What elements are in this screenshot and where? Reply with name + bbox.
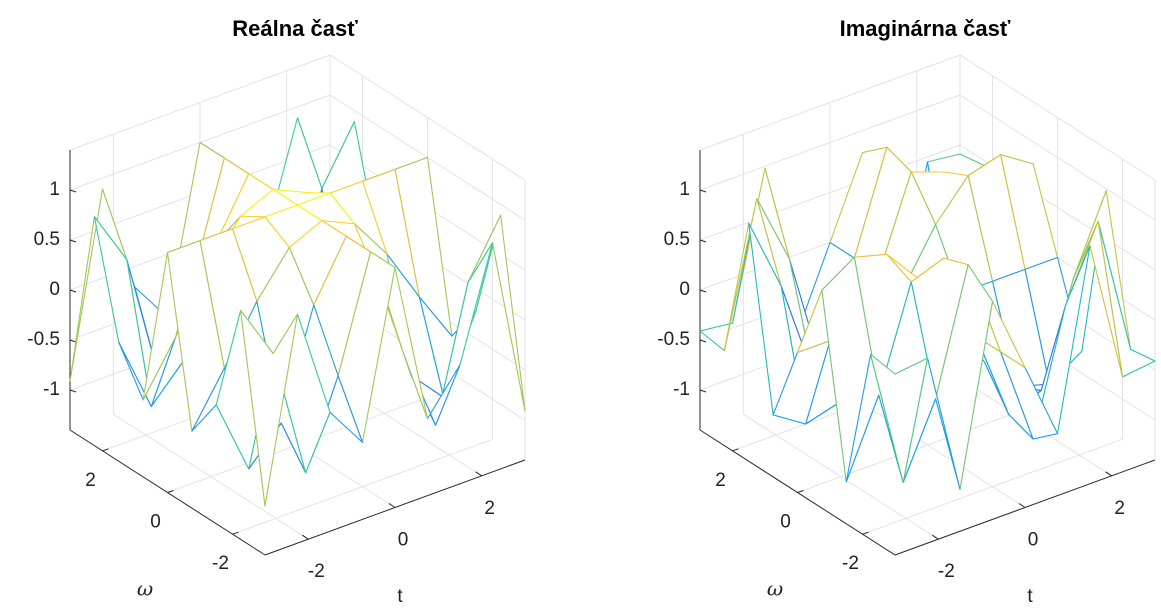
tick-mark [797, 490, 804, 493]
box-edge [69, 54, 331, 151]
z-tick-label: 0 [679, 279, 690, 300]
tick-mark [699, 389, 707, 393]
x-axis-label: t [1027, 586, 1033, 607]
y-axis-label: ω [137, 577, 153, 601]
tick-mark [102, 448, 109, 452]
z-tick-label: -1 [673, 379, 690, 400]
tick-mark [732, 448, 739, 452]
tick-mark [1018, 503, 1026, 508]
tick-mark [862, 531, 869, 535]
x-tick-label: 2 [484, 498, 495, 519]
z-tick-label: 1 [49, 179, 60, 200]
y-tick-label: 2 [85, 470, 96, 491]
tick-mark [302, 534, 309, 540]
x-tick-label: 0 [1028, 530, 1039, 551]
tick-mark [69, 389, 77, 393]
grid-line [743, 413, 939, 540]
y-tick-label: 0 [150, 512, 161, 533]
tick-mark [69, 339, 77, 343]
y-tick-label: 0 [780, 512, 791, 533]
tick-mark [167, 490, 174, 493]
tick-mark [69, 289, 77, 293]
x-tick-label: 0 [398, 530, 409, 551]
mesh-cell [467, 214, 526, 412]
z-tick-label: 0.5 [34, 229, 60, 250]
box-edge [699, 54, 961, 151]
tick-mark [699, 189, 707, 193]
tick-mark [699, 339, 707, 343]
box-edge [959, 54, 1156, 181]
x-tick-label: 2 [1114, 498, 1125, 519]
tick-mark [699, 239, 707, 243]
tick-mark [475, 471, 482, 477]
y-tick-label: -2 [842, 553, 859, 574]
z-tick-label: 0.5 [664, 229, 690, 250]
tick-mark [232, 531, 239, 535]
box-edge [329, 54, 526, 181]
tick-mark [69, 239, 77, 243]
y-tick-label: 2 [715, 470, 726, 491]
chart-title: Imaginárna časť [840, 16, 1011, 41]
mesh-cell [870, 353, 929, 484]
tick-mark [932, 534, 939, 540]
x-tick-label: -2 [308, 561, 325, 582]
z-tick-label: -0.5 [657, 329, 690, 350]
tick-mark [699, 289, 707, 293]
y-axis-label: ω [767, 577, 783, 601]
chart-title: Reálna časť [232, 16, 358, 41]
mesh-cell [240, 309, 299, 507]
y-tick-label: -2 [212, 553, 229, 574]
z-tick-label: 0 [49, 279, 60, 300]
z-tick-label: 1 [679, 179, 690, 200]
x-axis-label: t [397, 586, 403, 607]
tick-mark [1105, 471, 1112, 477]
tick-mark [69, 189, 77, 193]
z-tick-label: -0.5 [27, 329, 60, 350]
tick-mark [388, 503, 396, 508]
grid-line [113, 413, 309, 540]
x-tick-label: -2 [938, 561, 955, 582]
z-tick-label: -1 [43, 379, 60, 400]
